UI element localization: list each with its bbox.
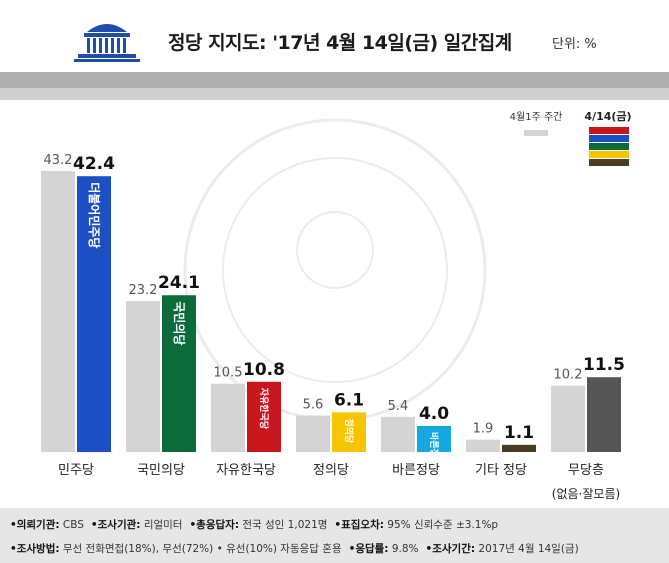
footer-item-line2-1: •응답률: 9.8% — [348, 543, 419, 555]
value-label-weekly-0: 43.2 — [44, 153, 73, 168]
party-logo-text-3: 정의당 — [343, 418, 355, 444]
value-label-weekly-1: 23.2 — [129, 283, 158, 298]
survey-info-line-2: •조사방법: 무선 전화면접(18%), 무선(72%) • 유선(10%) 자… — [10, 541, 586, 556]
party-logo-text-0: 더불어민주당 — [87, 182, 102, 248]
category-label-5: 기타 정당 — [475, 463, 527, 478]
bar-weekly-0 — [41, 171, 75, 452]
party-logo-text-4: 바른정당 — [428, 432, 440, 466]
footer-item-line2-2: •조사기간: 2017년 4월 14일(금) — [425, 543, 579, 555]
legend: 4월1주 주간 4/14(금) — [510, 110, 632, 166]
category-sublabel-6: (없음·잘모름) — [552, 487, 620, 501]
legend-label-weekly: 4월1주 주간 — [510, 111, 563, 123]
footer-item-line1-1: •조사기관: 리얼미터 — [90, 519, 183, 531]
party-logo-text-2: 자유한국당 — [258, 388, 270, 430]
bar-weekly-5 — [466, 439, 500, 452]
category-label-6: 무당층 — [568, 463, 604, 478]
header: 정당 지지도: '17년 4월 14일(금) 일간집계 단위: % — [0, 0, 669, 72]
value-label-weekly-2: 10.5 — [214, 366, 243, 381]
bar-weekly-6 — [551, 385, 585, 452]
footer-item-line1-0: •의뢰기관: CBS — [10, 519, 84, 531]
footer-item-line1-3: •표집오차: 95% 신뢰수준 ±3.1%p — [334, 519, 499, 531]
legend-label-daily: 4/14(금) — [584, 110, 631, 123]
value-label-weekly-5: 1.9 — [473, 422, 494, 437]
chart-title: 정당 지지도: '17년 4월 14일(금) 일간집계 — [168, 32, 512, 54]
value-label-daily-1: 24.1 — [158, 273, 200, 293]
bar-daily-4 — [417, 425, 451, 452]
category-label-2: 자유한국당 — [216, 463, 276, 478]
legend-swatch-daily-4 — [589, 159, 629, 166]
value-label-daily-6: 11.5 — [583, 355, 625, 375]
legend-swatch-daily-3 — [589, 151, 629, 158]
value-label-weekly-3: 5.6 — [303, 398, 324, 413]
category-label-4: 바른정당 — [392, 463, 440, 478]
bar-daily-6 — [587, 377, 621, 452]
legend-swatch-daily-1 — [589, 135, 629, 142]
category-label-3: 정의당 — [313, 463, 349, 478]
value-label-daily-0: 42.4 — [73, 154, 115, 174]
bar-daily-1 — [162, 295, 196, 452]
value-label-daily-4: 4.0 — [419, 404, 449, 424]
bar-weekly-2 — [211, 383, 245, 452]
legend-swatch-daily-2 — [589, 143, 629, 150]
survey-info-line-1: •의뢰기관: CBS •조사기관: 리얼미터 •총응답자: 전국 성인 1,021명… — [10, 517, 505, 532]
value-label-weekly-6: 10.2 — [554, 368, 583, 383]
bar-weekly-3 — [296, 415, 330, 452]
national-assembly-building-icon — [74, 24, 140, 62]
footer-item-line2-0: •조사방법: 무선 전화면접(18%), 무선(72%) • 유선(10%) 자… — [10, 543, 342, 555]
party-logo-text-1: 국민의당 — [172, 301, 187, 345]
bar-weekly-1 — [126, 301, 160, 452]
category-label-1: 국민의당 — [137, 463, 185, 478]
bar-daily-2 — [247, 381, 281, 452]
header-band-dark — [0, 72, 669, 88]
footer-item-line1-2: •총응답자: 전국 성인 1,021명 — [189, 519, 328, 531]
unit-label: 단위: % — [552, 37, 597, 52]
bar-daily-5 — [502, 444, 536, 452]
bar-daily-3 — [332, 412, 366, 452]
bar-weekly-4 — [381, 416, 415, 452]
value-label-daily-5: 1.1 — [504, 423, 534, 443]
bar-daily-0 — [77, 176, 111, 452]
value-label-daily-3: 6.1 — [334, 390, 364, 410]
header-band-light — [0, 88, 669, 100]
survey-info-footer: •의뢰기관: CBS •조사기관: 리얼미터 •총응답자: 전국 성인 1,021명… — [0, 508, 669, 563]
legend-swatch-daily-0 — [589, 127, 629, 134]
value-label-weekly-4: 5.4 — [388, 399, 409, 414]
value-label-daily-2: 10.8 — [243, 360, 285, 380]
category-label-0: 민주당 — [58, 463, 94, 478]
legend-swatch-weekly — [524, 130, 548, 136]
